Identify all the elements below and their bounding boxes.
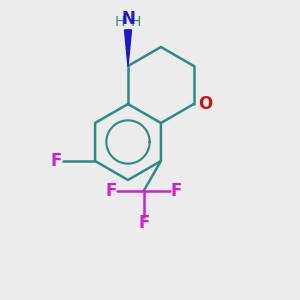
Text: N: N bbox=[121, 10, 135, 28]
Text: F: F bbox=[50, 152, 61, 170]
Text: H: H bbox=[115, 15, 125, 29]
Text: O: O bbox=[198, 95, 212, 113]
Text: F: F bbox=[138, 214, 149, 232]
Text: H: H bbox=[131, 15, 141, 29]
Polygon shape bbox=[124, 30, 131, 66]
Text: F: F bbox=[171, 182, 182, 200]
Text: F: F bbox=[106, 182, 117, 200]
